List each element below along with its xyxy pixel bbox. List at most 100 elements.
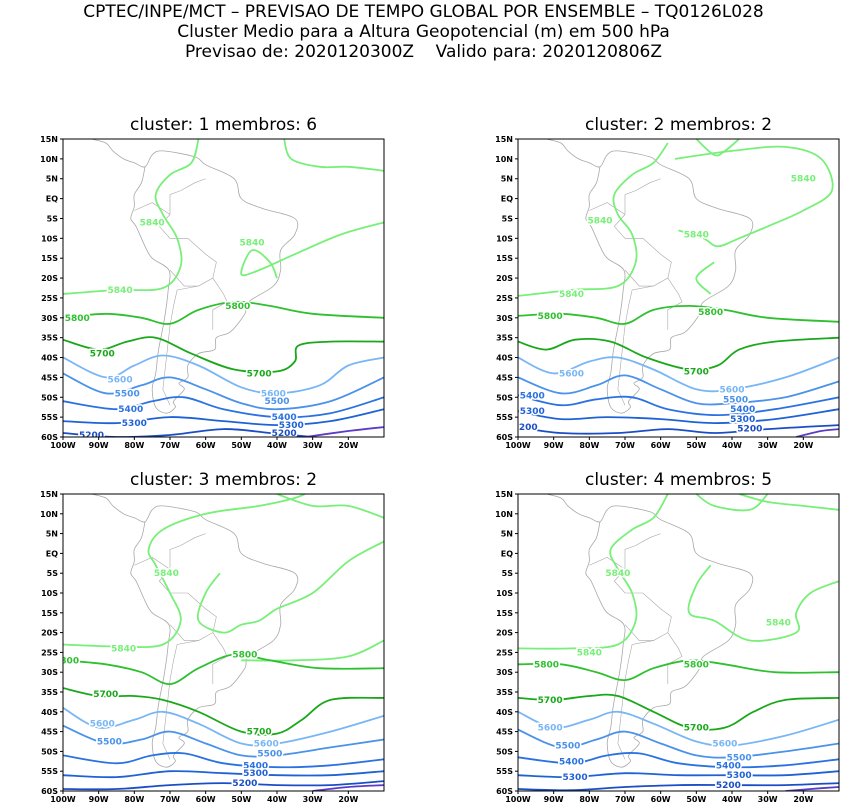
contour-5600 (518, 710, 839, 747)
contour-label: 5200 (79, 431, 104, 441)
lat-tick-label: 25S (496, 648, 513, 657)
lon-tick-label: 50W (231, 795, 251, 803)
lon-tick-label: 50W (231, 441, 251, 450)
cluster-panel-2: cluster: 2 membros: 2 5840 5840 5840 5840 580… (495, 115, 840, 450)
contour-label: 5400 (118, 405, 143, 415)
lat-tick-label: 10N (40, 155, 58, 164)
contour-label: 5600 (261, 389, 286, 399)
country-border (158, 533, 217, 641)
lat-tick-label: EQ (46, 195, 58, 204)
lat-tick-label: 30S (496, 668, 513, 677)
lat-tick-label: 5N (501, 530, 513, 539)
lat-tick-label: 20S (496, 629, 513, 638)
lon-tick-label: 90W (89, 441, 109, 450)
figure-subtitle: Cluster Medio para a Altura Geopotencial… (177, 22, 670, 42)
lon-tick-label: 20W (793, 441, 813, 450)
contour-5840 (196, 540, 384, 634)
lat-tick-label: 15S (496, 609, 513, 618)
lat-tick-label: 10S (496, 234, 513, 243)
contour-label: 5400 (559, 757, 584, 767)
lat-tick-label: 60S (496, 787, 513, 796)
lat-tick-label: 60S (41, 433, 58, 442)
lat-tick-label: 35S (496, 688, 513, 697)
contour-5100 (305, 426, 384, 437)
panel-title: cluster: 1 membros: 6 (130, 115, 317, 135)
contour-label: 5300 (727, 771, 752, 781)
lat-tick-label: 5S (502, 569, 514, 578)
country-border (134, 202, 171, 215)
contour-5840 (695, 261, 715, 295)
contour-5500 (63, 372, 384, 411)
contour-label: 5600 (254, 739, 279, 749)
contour-label: 5840 (111, 644, 136, 654)
lat-tick-label: 5N (46, 530, 58, 539)
contour-label: 5300 (243, 769, 268, 779)
country-border (162, 285, 199, 406)
contour-label: 5600 (559, 369, 584, 379)
lat-tick-label: 15S (41, 254, 58, 263)
lon-tick-label: 70W (615, 795, 635, 803)
lon-tick-label: 20W (793, 795, 813, 803)
lon-tick-label: 30W (303, 441, 323, 450)
lat-tick-label: 15N (40, 490, 58, 499)
contour-5200 (63, 780, 384, 791)
panel-title: cluster: 3 membros: 2 (130, 470, 317, 490)
lat-tick-label: 10N (495, 510, 513, 519)
contour-5840 (687, 564, 839, 642)
lon-tick-label: 50W (686, 441, 706, 450)
cluster-panel-4: cluster: 4 membros: 5 5840 5840 5840 5800 580… (495, 470, 840, 803)
contour-label: 5840 (140, 218, 165, 228)
lon-tick-label: 30W (758, 795, 778, 803)
coastline (546, 139, 754, 414)
lat-tick-label: 45S (496, 728, 513, 737)
contour-label: 5840 (154, 569, 179, 579)
contour-label: 5300 (563, 773, 588, 783)
lat-tick-label: 55S (41, 767, 58, 776)
contour-5840 (283, 139, 384, 172)
lat-tick-label: 15N (495, 135, 513, 144)
map-frame (517, 493, 840, 792)
country-border (589, 557, 626, 570)
lon-tick-label: 60W (196, 441, 216, 450)
lat-tick-label: 40S (496, 708, 513, 717)
lat-tick-label: 10N (40, 510, 58, 519)
lat-tick-label: 5N (501, 175, 513, 184)
country-border (613, 178, 672, 287)
contour-label: 5800 (54, 656, 79, 666)
lon-tick-label: 80W (579, 795, 599, 803)
contour-label: 5200 (513, 423, 538, 433)
contour-label: 5800 (684, 660, 709, 670)
lon-tick-label: 90W (544, 441, 564, 450)
contour-label: 5840 (791, 175, 816, 185)
lon-tick-label: 90W (89, 795, 109, 803)
contour-5400 (518, 394, 839, 417)
contour-label: 5500 (115, 389, 140, 399)
coastline (91, 139, 299, 414)
contour-label: 5800 (232, 650, 257, 660)
panel-title: cluster: 4 membros: 5 (585, 470, 772, 490)
lon-tick-label: 40W (722, 795, 742, 803)
contour-label: 5800 (534, 660, 559, 670)
lon-tick-label: 60W (651, 441, 671, 450)
contour-label: 5700 (247, 369, 272, 379)
contour-5400 (63, 396, 384, 419)
contour-label: 5500 (264, 397, 289, 407)
contour-label: 5300 (279, 421, 304, 431)
lat-tick-label: 20S (41, 629, 58, 638)
contour-label: 5840 (588, 216, 613, 226)
lat-tick-label: 35S (41, 688, 58, 697)
lon-tick-label: 40W (267, 795, 287, 803)
contour-label: 5600 (719, 385, 744, 395)
contour-label: 5400 (730, 405, 755, 415)
contour-label: 5700 (247, 728, 272, 738)
contour-label: 5600 (90, 720, 115, 730)
country-border (667, 632, 683, 685)
contour-label: 5700 (90, 350, 115, 360)
contour-label: 5800 (65, 314, 90, 324)
lon-tick-label: 20W (338, 441, 358, 450)
lat-tick-label: 30S (41, 314, 58, 323)
coastline (91, 494, 299, 768)
contour-5840 (738, 494, 839, 511)
contour-label: 5500 (257, 749, 282, 759)
